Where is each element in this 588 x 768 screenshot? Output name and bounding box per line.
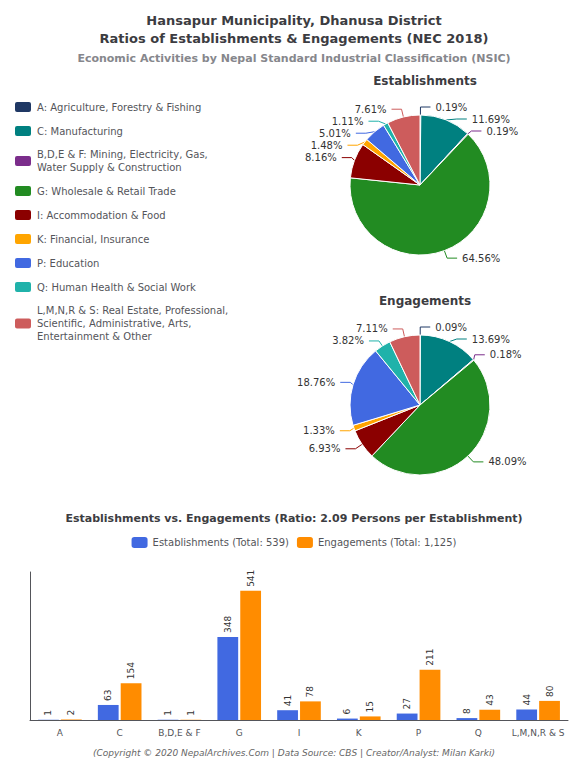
svg-text:1: 1 [186,710,196,716]
svg-text:2: 2 [66,710,76,716]
svg-text:13.69%: 13.69% [472,334,510,345]
svg-text:A: A [57,728,64,738]
svg-text:7.11%: 7.11% [356,323,388,334]
svg-text:Establishments: Establishments [373,74,477,88]
svg-text:K: K [356,728,363,738]
svg-text:Water Supply & Construction: Water Supply & Construction [37,162,182,173]
svg-text:C: Manufacturing: C: Manufacturing [37,126,123,137]
svg-text:C: C [117,728,123,738]
svg-text:K: Financial, Insurance: K: Financial, Insurance [37,234,149,245]
svg-text:1.48%: 1.48% [311,140,343,151]
svg-text:11.69%: 11.69% [472,114,510,125]
svg-text:Hansapur Municipality, Dhanusa: Hansapur Municipality, Dhanusa District [146,13,441,28]
svg-text:0.19%: 0.19% [486,126,518,137]
svg-text:63: 63 [103,690,113,701]
svg-text:I: Accommodation & Food: I: Accommodation & Food [37,210,166,221]
svg-text:1.11%: 1.11% [332,116,364,127]
svg-text:8.16%: 8.16% [305,152,337,163]
svg-text:8: 8 [462,708,472,714]
svg-text:541: 541 [246,570,256,587]
svg-text:Establishments (Total: 539): Establishments (Total: 539) [153,537,289,548]
svg-text:L,M,N,R & S: L,M,N,R & S [512,728,565,738]
svg-text:43: 43 [485,694,495,705]
svg-text:Ratios of Establishments & Eng: Ratios of Establishments & Engagements (… [100,31,489,46]
svg-text:3.82%: 3.82% [332,335,364,346]
svg-text:80: 80 [545,685,555,697]
svg-text:18.76%: 18.76% [297,377,335,388]
svg-text:211: 211 [425,648,435,665]
svg-text:1.33%: 1.33% [303,425,335,436]
svg-text:0.09%: 0.09% [435,322,467,333]
svg-text:Q: Human Health & Social Work: Q: Human Health & Social Work [37,282,196,293]
svg-text:B,D,E & F: B,D,E & F [158,728,200,738]
svg-text:I: I [298,728,301,738]
svg-text:44: 44 [522,694,532,706]
svg-text:6.93%: 6.93% [309,443,341,454]
svg-text:48.09%: 48.09% [488,456,526,467]
svg-text:154: 154 [126,662,136,679]
svg-text:348: 348 [223,615,233,632]
svg-text:Scientific, Administrative, Ar: Scientific, Administrative, Arts, [37,318,191,329]
svg-text:P: Education: P: Education [37,258,99,269]
svg-text:B,D,E & F: Mining, Electricity: B,D,E & F: Mining, Electricity, Gas, [37,149,208,160]
svg-text:0.18%: 0.18% [490,349,522,360]
svg-text:Q: Q [475,728,482,738]
svg-text:15: 15 [365,701,375,712]
svg-text:Engagements: Engagements [379,294,471,308]
svg-text:27: 27 [402,698,412,709]
svg-text:6: 6 [342,709,352,715]
svg-text:L,M,N,R & S: Real Estate, Prof: L,M,N,R & S: Real Estate, Professional, [37,305,228,316]
svg-text:5.01%: 5.01% [319,128,351,139]
svg-text:0.19%: 0.19% [435,102,467,113]
svg-text:A: Agriculture, Forestry & Fis: A: Agriculture, Forestry & Fishing [37,102,201,113]
svg-text:7.61%: 7.61% [355,104,387,115]
svg-text:Entertainment & Other: Entertainment & Other [37,331,153,342]
svg-text:G: G [236,728,243,738]
svg-text:G: Wholesale & Retail Trade: G: Wholesale & Retail Trade [37,186,176,197]
svg-text:78: 78 [305,686,315,698]
svg-text:(Copyright © 2020 NepalArchive: (Copyright © 2020 NepalArchives.Com | Da… [93,748,495,758]
svg-text:Economic Activities by Nepal S: Economic Activities by Nepal Standard In… [77,52,510,65]
svg-text:Establishments vs. Engagements: Establishments vs. Engagements (Ratio: 2… [65,512,522,525]
svg-text:64.56%: 64.56% [462,253,500,264]
svg-text:P: P [416,728,422,738]
svg-text:Engagements (Total: 1,125): Engagements (Total: 1,125) [318,537,457,548]
svg-text:1: 1 [43,710,53,716]
svg-text:1: 1 [163,710,173,716]
svg-text:41: 41 [283,695,293,706]
